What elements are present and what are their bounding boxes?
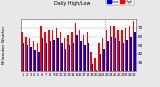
- Bar: [56, 28, 57, 87]
- Bar: [100, 54, 101, 87]
- Bar: [115, 38, 116, 87]
- Bar: [38, 52, 40, 87]
- Bar: [106, 30, 107, 87]
- Bar: [123, 44, 124, 87]
- Bar: [76, 35, 78, 87]
- Bar: [27, 45, 28, 87]
- Bar: [50, 41, 51, 87]
- Bar: [29, 38, 30, 87]
- Bar: [40, 26, 42, 87]
- Bar: [92, 64, 93, 87]
- Bar: [42, 38, 43, 87]
- Bar: [73, 44, 74, 87]
- Bar: [113, 26, 115, 87]
- Bar: [53, 40, 55, 87]
- Bar: [134, 32, 136, 87]
- Bar: [75, 23, 76, 87]
- Bar: [119, 41, 120, 87]
- Legend: Low, High: Low, High: [106, 0, 134, 5]
- Bar: [60, 32, 61, 87]
- Bar: [61, 44, 63, 87]
- Text: Milwaukee Weather: Milwaukee Weather: [2, 26, 6, 64]
- Bar: [65, 49, 66, 87]
- Bar: [57, 38, 59, 87]
- Bar: [46, 44, 47, 87]
- Bar: [34, 50, 36, 87]
- Bar: [111, 37, 112, 87]
- Bar: [121, 30, 123, 87]
- Bar: [23, 44, 24, 87]
- Bar: [125, 28, 126, 87]
- Bar: [52, 30, 53, 87]
- Bar: [25, 37, 27, 87]
- Bar: [87, 32, 88, 87]
- Bar: [69, 45, 70, 87]
- Bar: [110, 26, 111, 87]
- Bar: [48, 30, 50, 87]
- Bar: [21, 32, 23, 87]
- Bar: [30, 47, 32, 87]
- Bar: [33, 41, 34, 87]
- Bar: [83, 35, 84, 87]
- Bar: [84, 45, 86, 87]
- Bar: [130, 37, 132, 87]
- Bar: [96, 70, 97, 87]
- Bar: [129, 26, 130, 87]
- Bar: [94, 58, 96, 87]
- Bar: [103, 49, 105, 87]
- Bar: [102, 38, 103, 87]
- Bar: [44, 32, 46, 87]
- Bar: [133, 21, 134, 87]
- Bar: [88, 44, 89, 87]
- Bar: [90, 52, 92, 87]
- Bar: [98, 44, 100, 87]
- Bar: [107, 41, 109, 87]
- Bar: [126, 40, 128, 87]
- Bar: [79, 30, 80, 87]
- Bar: [64, 38, 65, 87]
- Bar: [37, 44, 38, 87]
- Bar: [117, 30, 119, 87]
- Bar: [71, 32, 73, 87]
- Bar: [67, 35, 69, 87]
- Text: Daily High/Low: Daily High/Low: [54, 1, 90, 6]
- Bar: [80, 41, 82, 87]
